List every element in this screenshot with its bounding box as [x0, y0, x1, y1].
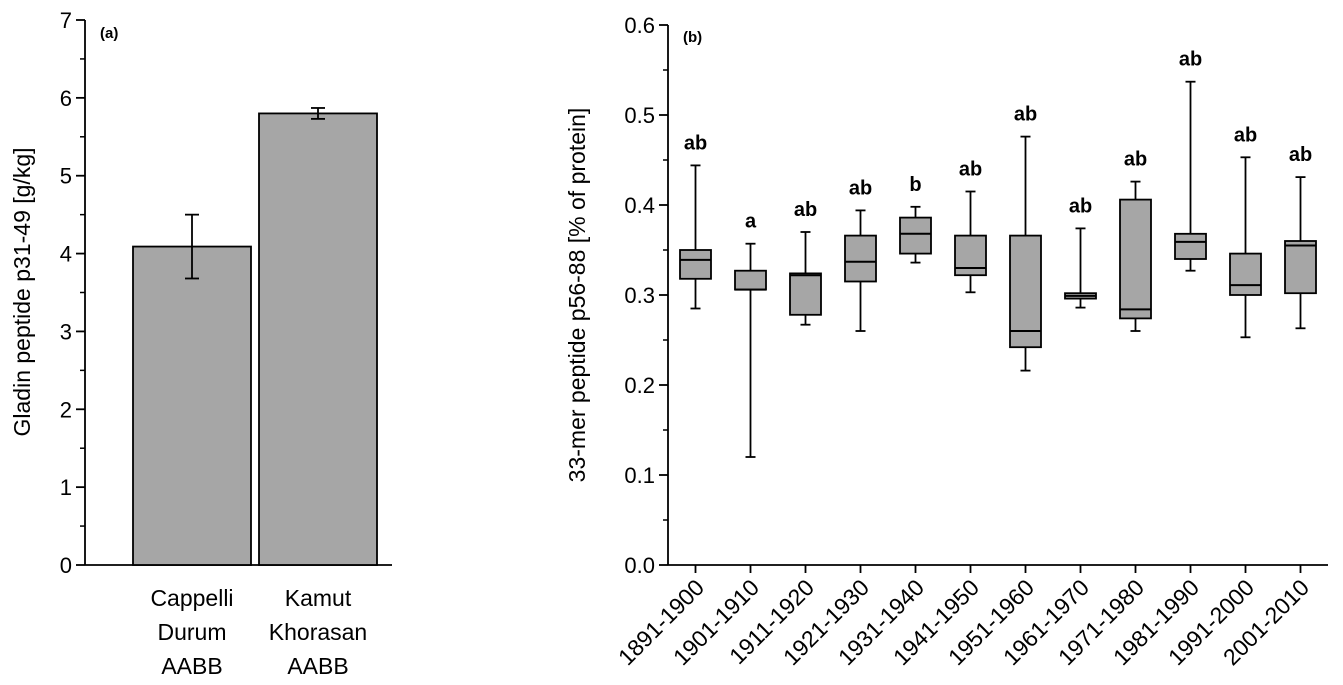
panel-b-label: (b) — [683, 29, 702, 46]
panel-b-significance-letter: a — [745, 211, 757, 233]
panel-a-category-label: AABB — [161, 653, 222, 679]
panel-b-box-group: ab — [789, 199, 822, 326]
panel-b-box-group: ab — [1229, 124, 1262, 339]
panel-a-label: (a) — [100, 25, 118, 42]
panel-b-box — [1284, 240, 1317, 295]
panel-b-box — [679, 249, 712, 280]
panel-a-categories: Cappelli Durum AABB Kamut Khorasan AABB — [150, 585, 367, 679]
panel-a-category-label: Kamut — [285, 585, 352, 611]
panel-b-y-tick-label: 0.4 — [624, 193, 655, 218]
panel-a-y-tick-label: 4 — [60, 242, 72, 267]
panel-b-significance-letter: ab — [1014, 104, 1037, 126]
panel-b-box — [899, 216, 932, 255]
panel-b-box-group: ab — [844, 177, 877, 332]
panel-a-y-tick-label: 7 — [60, 8, 72, 33]
panel-b-significance-letter: ab — [849, 177, 872, 199]
panel-b-significance-letter: ab — [1124, 149, 1147, 171]
panel-b-y-tick-label: 0.2 — [624, 373, 655, 398]
panel-a-y-tick-label: 2 — [60, 397, 72, 422]
panel-b-categories: 1891-19001901-19101911-19201921-19301931… — [613, 565, 1314, 670]
panel-a-y-tick-label: 5 — [60, 164, 72, 189]
panel-b-box-group: ab — [679, 132, 712, 310]
panel-b-box — [954, 234, 987, 277]
panel-b-box-group: ab — [954, 159, 987, 294]
panel-b-significance-letter: ab — [794, 199, 817, 221]
panel-b-y-tick-label: 0.3 — [624, 283, 655, 308]
panel-b-box-group: a — [734, 211, 767, 458]
panel-a-category-label: Durum — [157, 619, 226, 645]
panel-b-y-tick-label: 0.0 — [624, 553, 655, 578]
panel-b-significance-letter: ab — [1234, 124, 1257, 146]
panel-a-bars — [132, 107, 378, 566]
panel-b-box-group: ab — [1174, 49, 1207, 272]
panel-b-significance-letter: b — [909, 174, 921, 196]
panel-a-y-tick-label: 6 — [60, 86, 72, 111]
panel-a: (a) Gladin peptide p31-49 [g/kg] 0 1 2 3 4 5 6… — [9, 8, 392, 679]
panel-a-y-axis-title: Gladin peptide p31-49 [g/kg] — [9, 148, 35, 437]
panel-b-y-tick-label: 0.6 — [624, 13, 655, 38]
panel-b-box — [734, 269, 767, 291]
panel-b-significance-letter: ab — [1069, 195, 1092, 217]
panel-b-box-group: ab — [1009, 104, 1042, 372]
panel-b-box — [1174, 232, 1207, 260]
panel-b-significance-letter: ab — [1289, 144, 1312, 166]
panel-a-y-ticks: 0 1 2 3 4 5 6 7 — [60, 8, 85, 578]
panel-a-category-label: Cappelli — [150, 585, 233, 611]
panel-b-box-group: ab — [1119, 149, 1152, 332]
panel-b-box-group: ab — [1284, 144, 1317, 330]
panel-b-y-tick-label: 0.5 — [624, 103, 655, 128]
panel-a-bar — [258, 112, 378, 566]
panel-a-y-tick-label: 1 — [60, 475, 72, 500]
panel-b-box — [1229, 252, 1262, 296]
panel-b-significance-letter: ab — [959, 159, 982, 181]
panel-b-y-tick-label: 0.1 — [624, 463, 655, 488]
panel-a-bar — [132, 245, 252, 566]
panel-a-category-label: AABB — [287, 653, 348, 679]
panel-b-significance-letter: ab — [1179, 49, 1202, 71]
panel-b-box-group: ab — [1064, 195, 1097, 309]
panel-b-box — [1119, 198, 1152, 320]
panel-a-category-label: Khorasan — [269, 619, 367, 645]
panel-b-box — [789, 272, 822, 316]
panel-b-y-ticks: 0.0 0.1 0.2 0.3 0.4 0.5 0.6 — [624, 13, 668, 578]
panel-a-y-tick-label: 0 — [60, 553, 72, 578]
panel-b-box-group: b — [899, 174, 932, 264]
panel-b-significance-letter: ab — [684, 132, 707, 154]
panel-b-box — [1009, 234, 1042, 349]
panel-b-y-axis-title: 33-mer peptide p56-88 [% of protein] — [564, 108, 590, 483]
panel-b-box — [844, 234, 877, 283]
panel-a-y-tick-label: 3 — [60, 319, 72, 344]
panel-b-boxes: ab a ab ab b ab ab ab ab ab ab ab — [679, 49, 1317, 458]
panel-b: (b) 33-mer peptide p56-88 [% of protein]… — [564, 13, 1328, 670]
